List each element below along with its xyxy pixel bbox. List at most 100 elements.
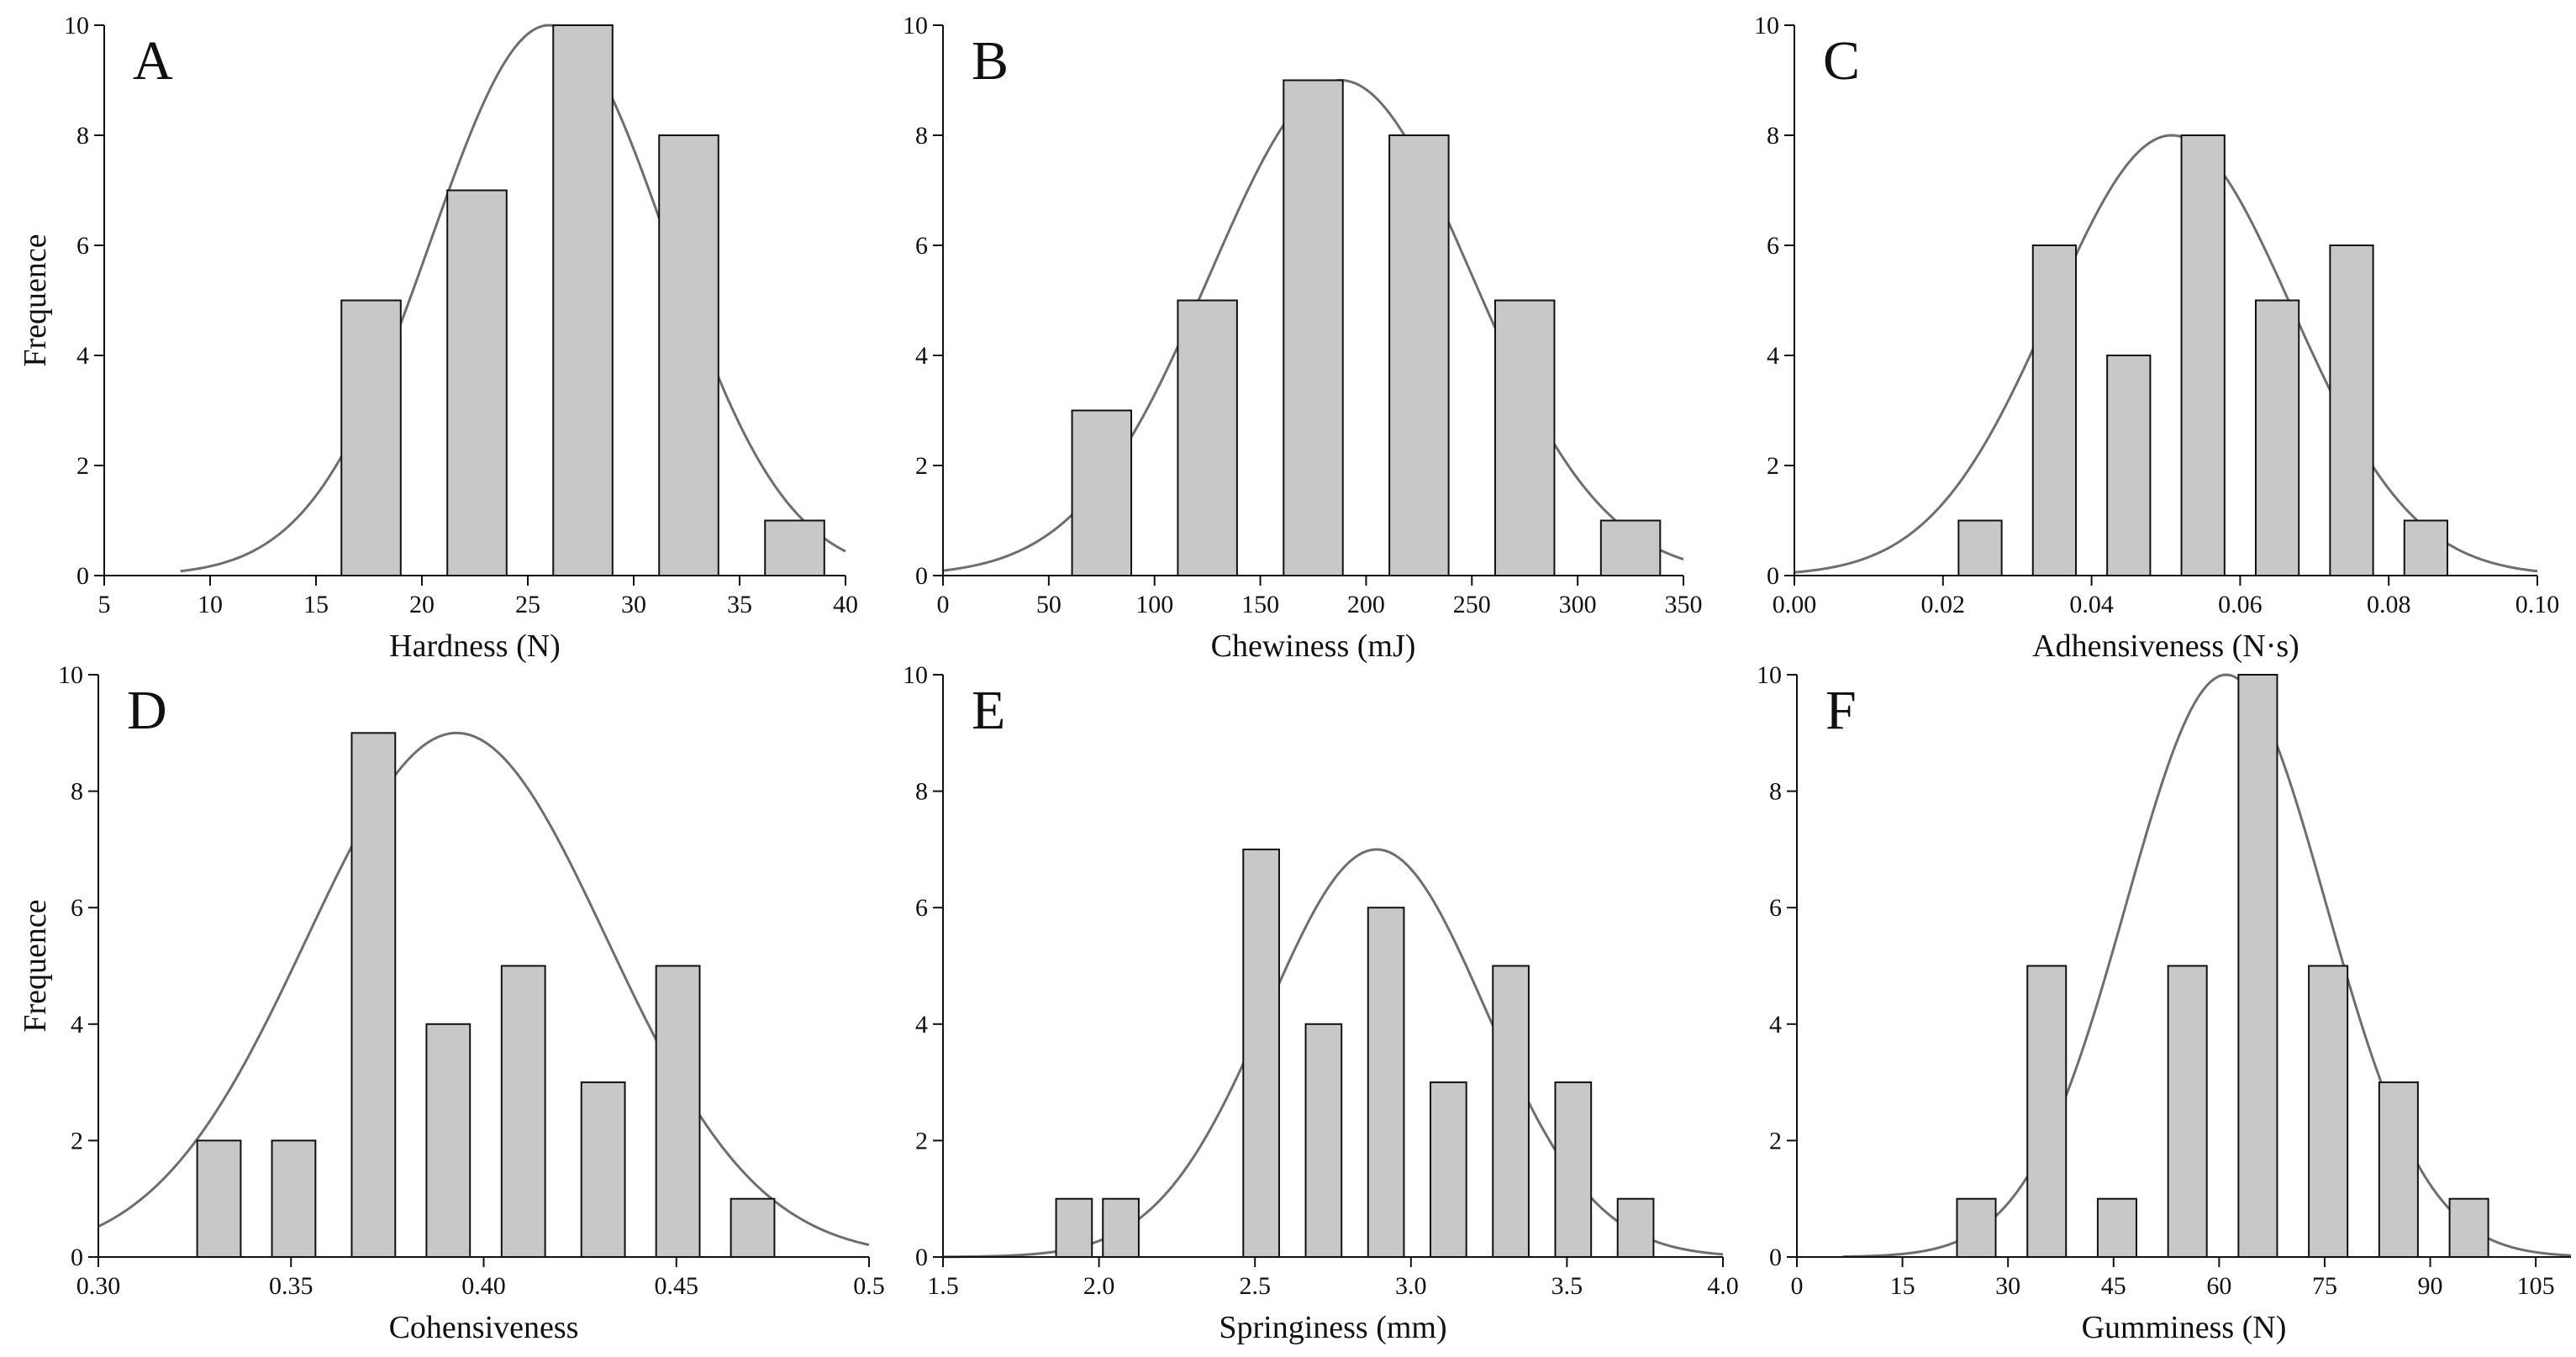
panel-label-d: D <box>127 680 167 741</box>
panel-label-a: A <box>133 30 173 92</box>
histogram-bar-e-8 <box>1554 1081 1593 1258</box>
histogram-bar-d-2 <box>271 1139 317 1259</box>
histogram-bar-c-6 <box>2329 245 2374 576</box>
x-tick-label: 15 <box>303 591 329 618</box>
x-tick-label: 0.45 <box>655 1272 699 1300</box>
histogram-bar-f-6 <box>2308 965 2349 1258</box>
histogram-bar-d-8 <box>730 1197 776 1258</box>
histogram-bar-e-6 <box>1430 1081 1467 1258</box>
histogram-bar-a-1 <box>340 299 402 576</box>
histogram-bar-c-4 <box>2180 134 2226 576</box>
y-tick-label: 10 <box>1757 661 1782 689</box>
histogram-bar-f-4 <box>2167 965 2208 1258</box>
y-tick-label: 0 <box>915 562 928 590</box>
normal-fit-curve-a <box>180 24 846 573</box>
histogram-bar-b-5 <box>1493 299 1556 576</box>
y-axis-title-a: Frequence <box>18 234 53 366</box>
y-tick-label: 6 <box>1769 894 1782 922</box>
histogram-bar-e-1 <box>1055 1197 1093 1258</box>
y-tick-label: 10 <box>64 12 89 39</box>
histogram-bar-e-2 <box>1102 1197 1140 1258</box>
histogram-bar-a-2 <box>446 189 508 576</box>
y-tick-label: 2 <box>915 452 928 480</box>
x-tick-label: 60 <box>2206 1272 2231 1300</box>
y-tick-label: 2 <box>1769 1127 1782 1155</box>
x-tick-label: 35 <box>727 591 752 618</box>
y-tick-label: 4 <box>1769 1011 1782 1039</box>
panel-label-f: F <box>1825 680 1857 741</box>
histogram-bar-a-5 <box>764 519 825 576</box>
x-axis-title-e: Springiness (mm) <box>1219 1310 1446 1345</box>
histogram-bar-e-7 <box>1492 965 1530 1258</box>
y-tick-label: 4 <box>1767 342 1779 370</box>
y-tick-label: 2 <box>76 452 89 480</box>
y-tick-label: 10 <box>58 661 83 689</box>
x-tick-label: 75 <box>2312 1272 2337 1300</box>
x-tick-label: 4.0 <box>1707 1272 1739 1300</box>
panel-b: 0 50 100 150 200 250 300 350 0 2 4 6 8 10 Chewiness (m… <box>903 12 1703 664</box>
x-tick-label: 100 <box>1135 591 1173 618</box>
x-tick-label: 350 <box>1665 591 1703 618</box>
x-tick-label: 0.00 <box>1773 591 1817 618</box>
y-tick-label: 0 <box>1767 562 1779 590</box>
y-tick-label: 4 <box>915 342 928 370</box>
y-axis-title-d: Frequence <box>18 899 53 1032</box>
histogram-bar-d-4 <box>425 1023 471 1259</box>
x-tick-label: 5 <box>98 591 111 618</box>
histogram-bar-c-2 <box>2031 245 2078 576</box>
x-tick-label: 150 <box>1241 591 1279 618</box>
x-tick-label: 40 <box>833 591 858 618</box>
y-tick-label: 4 <box>76 342 89 370</box>
x-tick-label: 2.0 <box>1083 1272 1115 1300</box>
histogram-bar-e-5 <box>1367 907 1405 1258</box>
histogram-bar-e-9 <box>1616 1197 1655 1258</box>
histogram-bar-e-3 <box>1242 848 1280 1259</box>
x-tick-label: 0.02 <box>1921 591 1966 618</box>
x-tick-label: 200 <box>1347 591 1385 618</box>
histogram-bar-a-4 <box>658 134 719 576</box>
y-tick-label: 6 <box>915 894 928 922</box>
x-axis-title-a: Hardness (N) <box>389 629 561 664</box>
y-tick-label: 0 <box>71 1244 83 1271</box>
histogram-bar-a-3 <box>552 24 614 576</box>
panel-d: 0.30 0.35 0.40 0.45 0.5 0 2 4 6 8 10 Cohensiveness F… <box>18 661 885 1345</box>
x-tick-label: 3.0 <box>1395 1272 1427 1300</box>
y-tick-label: 8 <box>76 122 89 150</box>
y-tick-label: 6 <box>71 894 83 922</box>
x-tick-label: 50 <box>1036 591 1061 618</box>
y-tick-label: 10 <box>1754 12 1779 39</box>
y-tick-label: 0 <box>915 1244 928 1271</box>
panel-e: 1.5 2.0 2.5 3.0 3.5 4.0 0 2 4 6 8 10 Springiness (mm… <box>903 661 1739 1345</box>
histogram-bar-d-3 <box>350 732 397 1258</box>
panel-label-c: C <box>1823 30 1860 92</box>
x-tick-label: 0.06 <box>2218 591 2263 618</box>
y-tick-label: 8 <box>71 778 83 806</box>
x-tick-label: 2.5 <box>1239 1272 1271 1300</box>
histogram-bar-b-2 <box>1177 299 1238 576</box>
y-tick-label: 6 <box>76 232 89 260</box>
histogram-bar-f-1 <box>1956 1197 1997 1258</box>
y-tick-label: 2 <box>71 1127 83 1155</box>
histogram-bar-b-3 <box>1283 79 1344 576</box>
x-tick-label: 30 <box>621 591 646 618</box>
y-tick-label: 4 <box>915 1011 928 1039</box>
x-tick-label: 105 <box>2517 1272 2555 1300</box>
y-tick-label: 2 <box>1767 452 1779 480</box>
x-axis-title-b: Chewiness (mJ) <box>1211 629 1416 664</box>
y-tick-label: 2 <box>915 1127 928 1155</box>
histogram-bar-c-5 <box>2254 299 2300 576</box>
y-tick-label: 0 <box>76 562 89 590</box>
panel-label-b: B <box>972 30 1009 92</box>
histogram-bar-b-6 <box>1599 519 1662 576</box>
x-tick-label: 0 <box>1791 1272 1804 1300</box>
normal-fit-curve-c <box>1794 134 2538 574</box>
x-tick-label: 0.30 <box>76 1272 121 1300</box>
histogram-bar-d-5 <box>500 965 546 1258</box>
x-tick-label: 1.5 <box>927 1272 959 1300</box>
histogram-bar-d-6 <box>580 1081 626 1258</box>
panel-f: 0 15 30 45 60 75 90 105 0 2 4 6 8 10 Gumminess (N) F <box>1757 661 2572 1345</box>
x-tick-label: 20 <box>409 591 435 618</box>
y-tick-label: 10 <box>903 12 928 39</box>
x-tick-label: 30 <box>1995 1272 2020 1300</box>
